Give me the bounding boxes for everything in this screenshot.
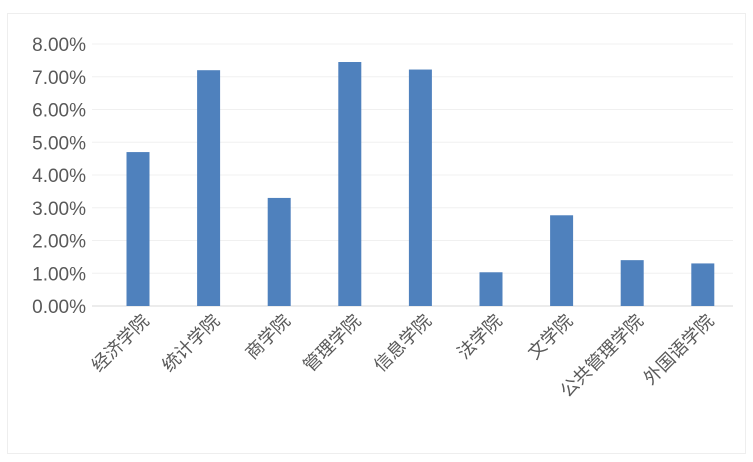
bar-3 (267, 197, 291, 306)
x-category-label: 信息学院 (370, 311, 436, 377)
y-tick-label: 1.00% (32, 264, 86, 285)
y-tick-label: 3.00% (32, 199, 86, 220)
y-tick-label: 0.00% (32, 297, 86, 318)
bar-8 (620, 260, 644, 306)
bar-9 (691, 263, 715, 306)
x-category-label: 经济学院 (88, 311, 154, 377)
bars (126, 62, 715, 307)
y-tick-label: 4.00% (32, 166, 86, 187)
bar-7 (550, 215, 574, 306)
y-tick-label: 5.00% (32, 133, 86, 154)
x-category-label: 商学院 (242, 311, 295, 364)
x-category-label: 统计学院 (158, 311, 224, 377)
bar-2 (197, 70, 221, 306)
x-category-label: 法学院 (454, 311, 507, 364)
bar-1 (126, 152, 150, 306)
y-axis-ticks: 0.00% 1.00% 2.00% 3.00% 4.00% 5.00% 6.00% 7.00%… (32, 35, 86, 318)
y-tick-label: 7.00% (32, 68, 86, 89)
x-category-label: 管理学院 (300, 311, 366, 377)
x-category-label: 文学院 (524, 311, 577, 364)
bar-5 (408, 69, 432, 306)
bar-4 (338, 62, 362, 307)
y-tick-label: 2.00% (32, 232, 86, 253)
y-tick-label: 6.00% (32, 101, 86, 122)
bar-6 (479, 272, 503, 306)
x-category-label: 外国语学院 (640, 311, 718, 389)
y-tick-label: 8.00% (32, 35, 86, 56)
